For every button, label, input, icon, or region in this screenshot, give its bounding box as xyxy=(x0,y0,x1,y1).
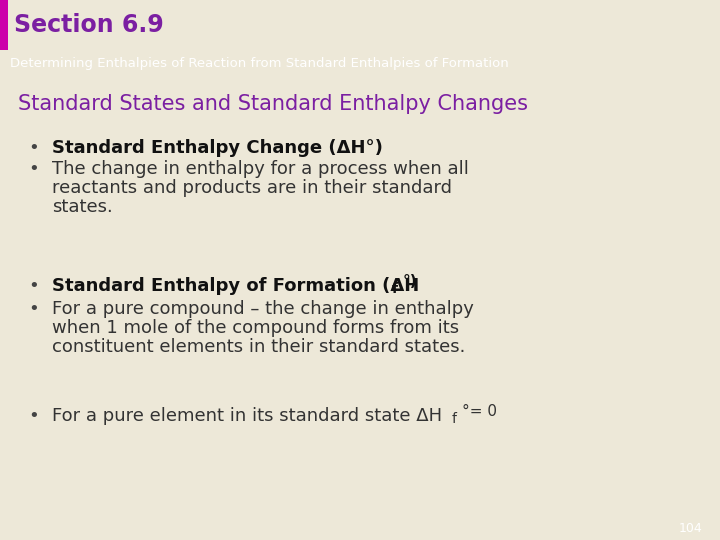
Bar xyxy=(0,0,8,50)
Text: The change in enthalpy for a process when all: The change in enthalpy for a process whe… xyxy=(52,160,469,178)
Text: Standard Enthalpy of Formation (ΔH: Standard Enthalpy of Formation (ΔH xyxy=(52,277,419,295)
Text: f: f xyxy=(452,412,457,426)
Text: when 1 mole of the compound forms from its: when 1 mole of the compound forms from i… xyxy=(52,319,459,337)
Text: 104: 104 xyxy=(678,523,702,536)
Text: For a pure compound – the change in enthalpy: For a pure compound – the change in enth… xyxy=(52,300,474,318)
Text: •: • xyxy=(28,139,39,157)
Text: °): °) xyxy=(403,274,418,289)
Text: Determining Enthalpies of Reaction from Standard Enthalpies of Formation: Determining Enthalpies of Reaction from … xyxy=(10,57,509,70)
Text: °= 0: °= 0 xyxy=(462,404,497,420)
Text: Section 6.9: Section 6.9 xyxy=(14,13,163,37)
Text: f: f xyxy=(392,282,398,296)
Text: •: • xyxy=(28,300,39,318)
Text: constituent elements in their standard states.: constituent elements in their standard s… xyxy=(52,338,465,356)
Text: •: • xyxy=(28,407,39,425)
Text: reactants and products are in their standard: reactants and products are in their stan… xyxy=(52,179,452,197)
Text: •: • xyxy=(28,160,39,178)
Text: Standard States and Standard Enthalpy Changes: Standard States and Standard Enthalpy Ch… xyxy=(18,94,528,114)
Text: •: • xyxy=(28,277,39,295)
Text: Standard Enthalpy Change (ΔH°): Standard Enthalpy Change (ΔH°) xyxy=(52,139,383,157)
Text: For a pure element in its standard state ΔH: For a pure element in its standard state… xyxy=(52,407,442,425)
Text: states.: states. xyxy=(52,198,113,216)
